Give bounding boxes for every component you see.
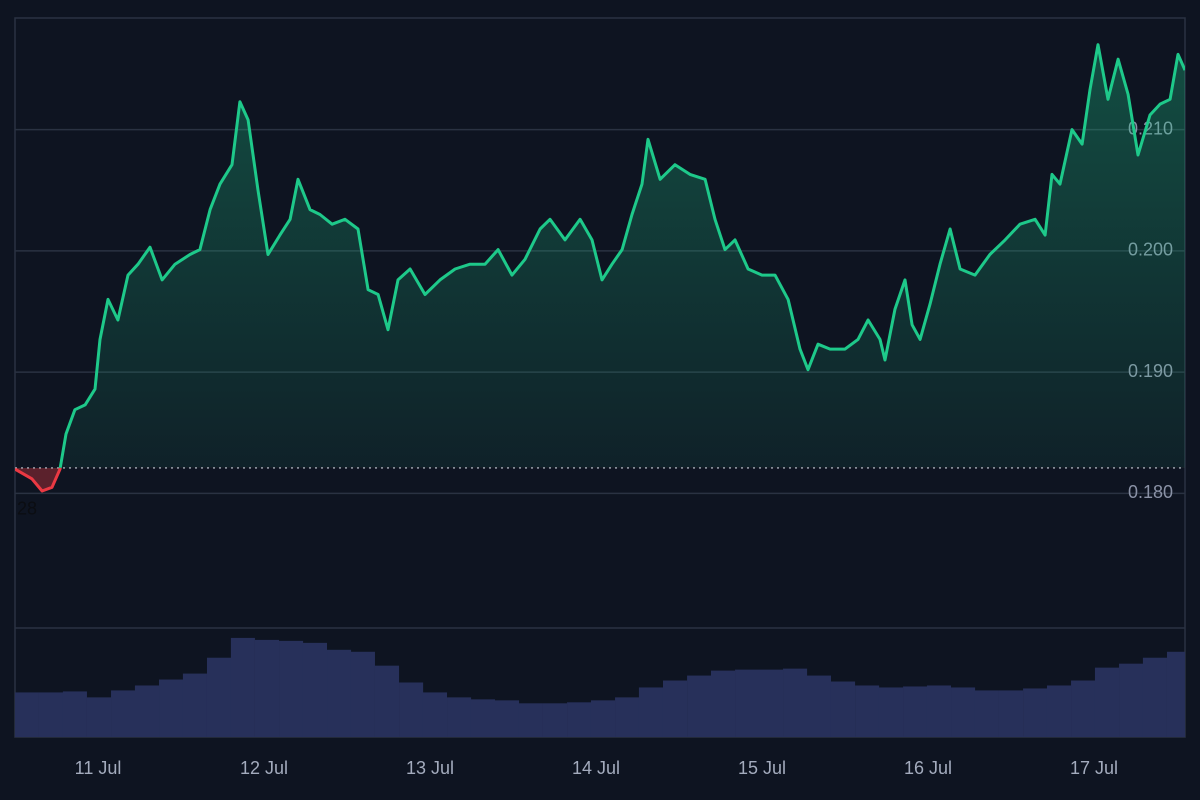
volume-bar	[374, 665, 400, 737]
volume-bar	[783, 668, 808, 737]
volume-bar	[182, 673, 207, 737]
volume-bar	[735, 669, 760, 737]
volume-bar	[878, 687, 904, 737]
volume-bar	[998, 690, 1024, 737]
volume-bar	[710, 670, 736, 737]
volume-bar	[327, 649, 352, 737]
volume-bar	[206, 657, 232, 737]
x-tick-label: 16 Jul	[904, 758, 952, 778]
volume-bar	[1142, 657, 1167, 737]
x-tick-label: 12 Jul	[240, 758, 288, 778]
volume-bar	[350, 651, 375, 737]
y-tick-label: 0.180	[1128, 482, 1173, 502]
volume-bar	[615, 697, 640, 737]
volume-bar	[38, 692, 64, 737]
volume-bar	[758, 669, 784, 737]
volume-bar	[518, 703, 543, 737]
volume-bar	[590, 700, 616, 737]
volume-bar	[134, 685, 160, 737]
volume-bar	[1094, 667, 1120, 737]
x-tick-label: 13 Jul	[406, 758, 454, 778]
volume-bar	[15, 692, 39, 737]
area-up	[15, 44, 1185, 468]
volume-bar	[279, 640, 304, 737]
volume-bar	[302, 642, 328, 737]
volume-bar	[111, 690, 136, 737]
volume-bar	[662, 680, 688, 737]
volume-bar	[926, 685, 952, 737]
price-line-up	[15, 43, 1185, 468]
volume-bar	[1166, 651, 1185, 737]
x-tick-label: 11 Jul	[75, 758, 122, 778]
volume-bar	[495, 700, 520, 737]
volume-bar	[254, 639, 280, 737]
volume-bar	[159, 679, 184, 737]
volume-bar	[1023, 688, 1048, 737]
volume-bar	[951, 687, 976, 737]
volume-bar	[62, 691, 87, 737]
volume-bar	[447, 697, 472, 737]
volume-bar	[638, 687, 663, 737]
volume-bar	[1071, 680, 1096, 737]
volume-bar	[567, 702, 592, 737]
volume-bar	[86, 697, 112, 737]
volume-bar	[399, 682, 424, 737]
area-down	[15, 467, 61, 491]
volume-bar	[422, 692, 448, 737]
volume-bar	[855, 685, 880, 737]
volume-bar	[1046, 685, 1072, 737]
x-tick-label: 15 Jul	[738, 758, 786, 778]
volume-bar	[1119, 663, 1144, 737]
baseline-label: 28	[17, 499, 37, 519]
volume-bar	[903, 686, 928, 737]
x-tick-label: 14 Jul	[572, 758, 620, 778]
volume-bar	[974, 690, 999, 737]
volume-bar	[470, 699, 496, 737]
volume-bar	[830, 681, 856, 737]
volume-bar	[542, 703, 568, 737]
x-tick-label: 17 Jul	[1070, 758, 1118, 778]
volume-bar	[687, 675, 712, 737]
volume-bar	[230, 637, 255, 737]
volume-bar	[806, 675, 831, 737]
